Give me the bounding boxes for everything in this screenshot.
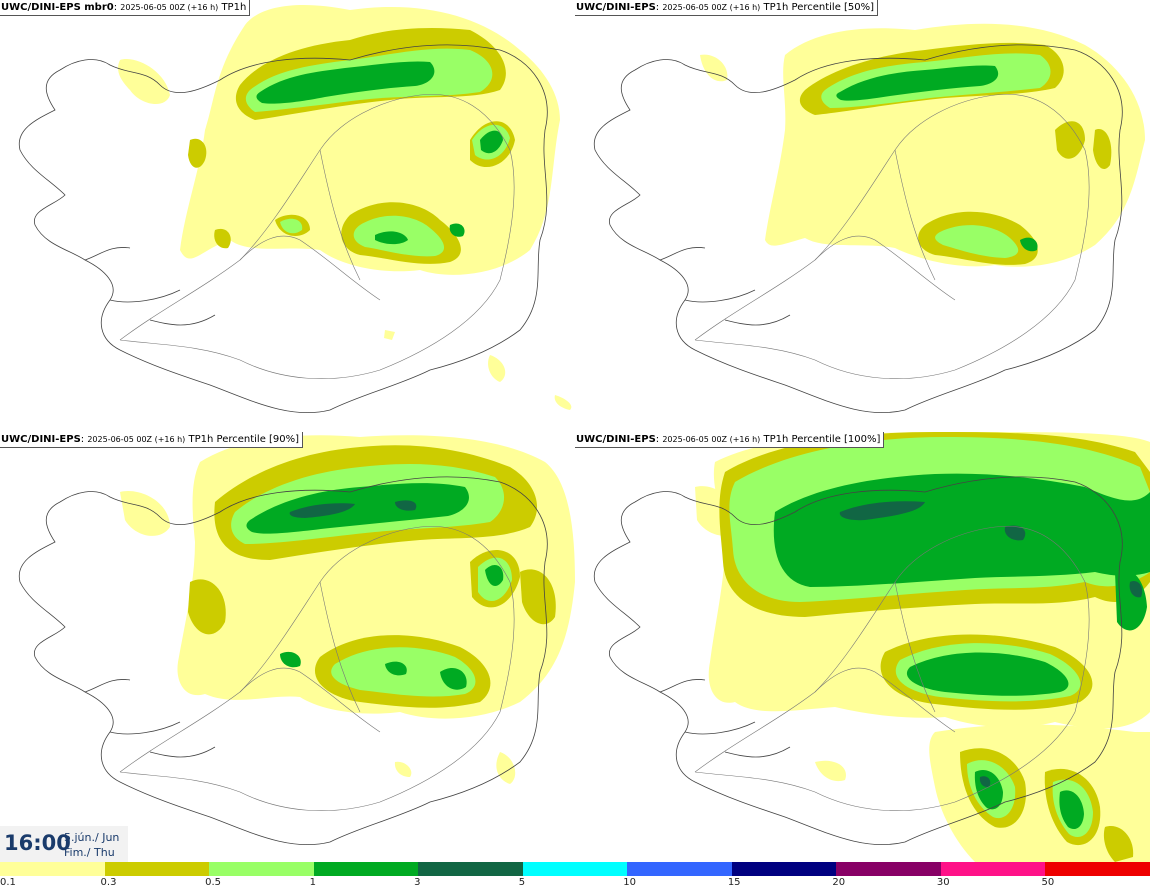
panel-title: UWC/DINI-EPS: 2025-06-05 00Z (+16 h) TP1…: [0, 432, 304, 448]
legend-tick-label: 50: [1041, 877, 1055, 888]
precip-map: [18, 435, 575, 846]
map-panel-mbr0: UWC/DINI-EPS mbr0: 2025-06-05 00Z (+16 h…: [0, 0, 575, 430]
map-panel-p50: UWC/DINI-EPS: 2025-06-05 00Z (+16 h) TP1…: [575, 0, 1150, 430]
panel-title: UWC/DINI-EPS: 2025-06-05 00Z (+16 h) TP1…: [575, 432, 885, 448]
legend-tick-label: 30: [936, 877, 950, 888]
roads: [694, 93, 1090, 380]
legend-swatch: [418, 862, 524, 876]
roads: [119, 93, 515, 380]
legend-swatch: [0, 862, 105, 876]
valid-day: Fim./ Thu: [64, 846, 115, 859]
precip-map: [18, 5, 572, 414]
legend-tick-label: 0.3: [100, 877, 117, 888]
precip-area-green: [836, 65, 1038, 252]
legend-swatch: [313, 862, 419, 876]
legend-swatch: [731, 862, 837, 876]
legend-swatch: [836, 862, 942, 876]
legend-tick-label: 0.1: [0, 877, 16, 888]
legend-swatch: [627, 862, 733, 876]
precip-area-green: [246, 483, 504, 690]
panel-title: UWC/DINI-EPS mbr0: 2025-06-05 00Z (+16 h…: [0, 0, 251, 16]
legend-swatch: [522, 862, 628, 876]
legend-tick-label: 20: [832, 877, 846, 888]
legend-tick-label: 1: [309, 877, 316, 888]
precip-area-darkgreen: [839, 501, 1143, 788]
precip-map: [593, 23, 1145, 414]
legend-tick-label: 15: [727, 877, 741, 888]
precip-area-darkgreen: [289, 500, 417, 518]
legend-swatch: [209, 862, 315, 876]
precip-map: [593, 432, 1150, 862]
roads: [694, 525, 1090, 812]
legend-swatch: [104, 862, 210, 876]
precip-area-green: [773, 473, 1150, 830]
coastline: [593, 476, 1123, 846]
valid-time-box: 16:00 5.jún./ Jun Fim./ Thu: [0, 826, 128, 862]
valid-date: 5.jún./ Jun: [64, 831, 120, 844]
legend-swatch: [940, 862, 1046, 876]
coastline: [18, 44, 548, 414]
legend-swatch: [1045, 862, 1150, 876]
valid-time: 16:00: [4, 831, 71, 855]
panel-title: UWC/DINI-EPS: 2025-06-05 00Z (+16 h) TP1…: [575, 0, 879, 16]
roads: [119, 525, 515, 812]
coastline: [18, 476, 548, 846]
legend-tick-label: 3: [414, 877, 421, 888]
legend-tick-label: 5: [518, 877, 526, 888]
legend-tick-label: 0.5: [205, 877, 221, 888]
map-panel-p90: UWC/DINI-EPS: 2025-06-05 00Z (+16 h) TP1…: [0, 432, 575, 862]
precip-area-green: [256, 61, 503, 245]
precip-legend: 0.1 0.3 0.5 1 3 5 10 15 20 30 50: [0, 862, 1150, 891]
coastline: [593, 44, 1123, 414]
map-panel-p100: UWC/DINI-EPS: 2025-06-05 00Z (+16 h) TP1…: [575, 432, 1150, 862]
legend-tick-label: 10: [623, 877, 636, 888]
